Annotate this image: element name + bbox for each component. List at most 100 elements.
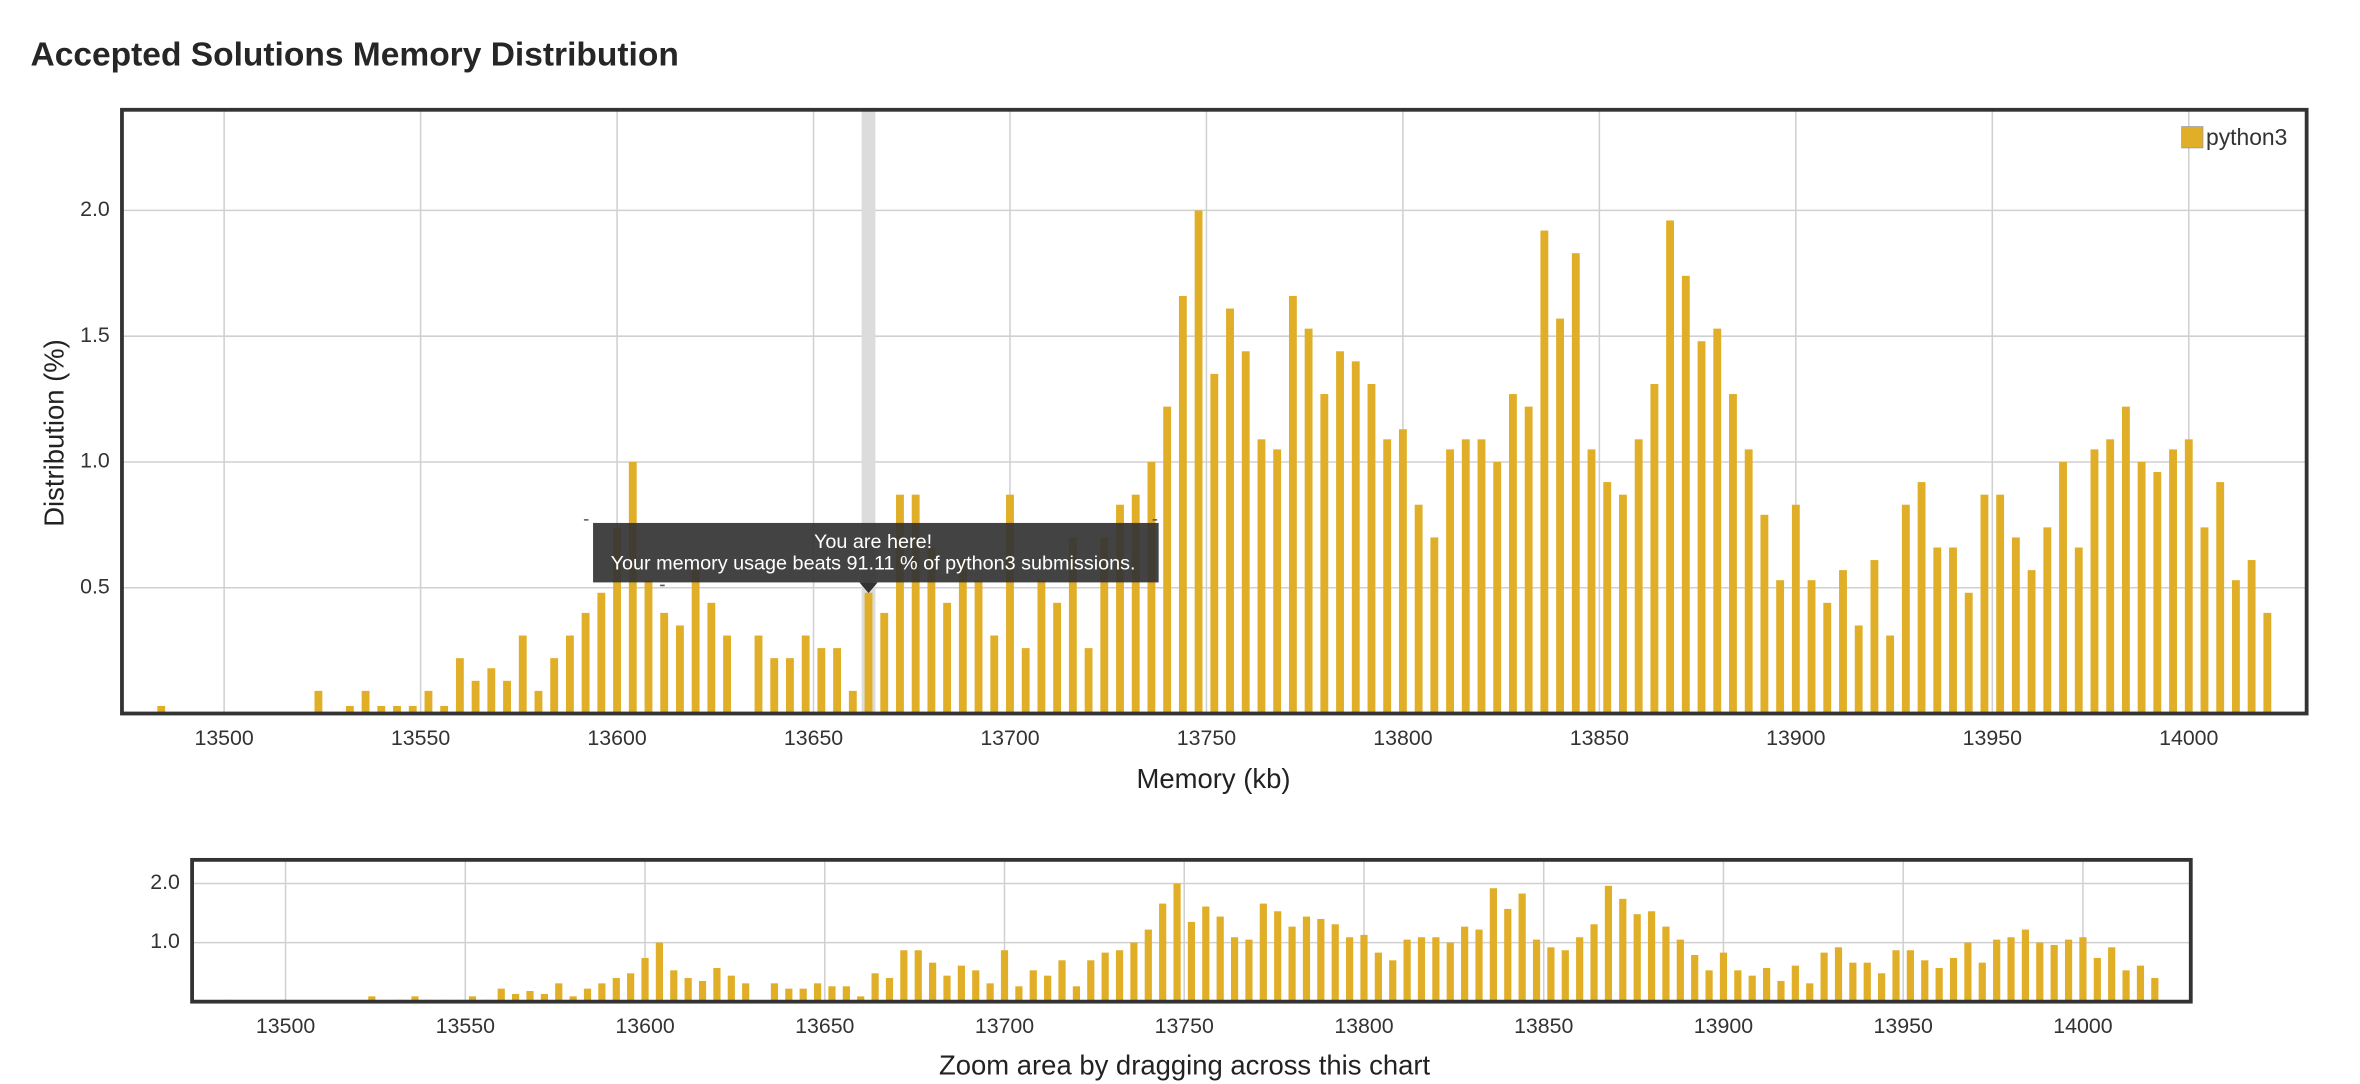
bar	[1015, 986, 1023, 1002]
bar	[1762, 967, 1771, 1002]
bar	[1116, 504, 1124, 714]
bar	[1489, 888, 1497, 1002]
bar	[1087, 960, 1095, 1002]
bar	[1921, 960, 1929, 1002]
bar	[2093, 957, 2101, 1002]
bar	[1917, 482, 1926, 714]
bar	[885, 978, 894, 1002]
bar	[1524, 406, 1533, 714]
bar	[424, 690, 433, 714]
x-tick-label: 13500	[256, 1014, 315, 1038]
bar	[770, 983, 779, 1002]
bar	[1650, 383, 1659, 714]
bar	[1072, 986, 1080, 1002]
bar	[896, 494, 904, 714]
bar	[408, 705, 417, 714]
x-tick-label: 13700	[975, 1014, 1034, 1038]
bar	[880, 612, 889, 714]
bar	[655, 942, 664, 1002]
bar	[1561, 950, 1569, 1002]
bar	[1398, 429, 1407, 714]
x-axis-label: Memory (kb)	[1137, 763, 1291, 794]
bar	[675, 625, 684, 714]
bar	[986, 983, 994, 1002]
bar	[2247, 560, 2256, 714]
bar	[1540, 230, 1549, 714]
bar	[1748, 975, 1756, 1002]
bar	[1556, 318, 1565, 714]
x-tick-label: 13550	[436, 1014, 495, 1038]
bar	[1417, 937, 1426, 1002]
tooltip: You are here!Your memory usage beats 91.…	[583, 519, 1161, 594]
y-axis-label: Distribution (%)	[39, 339, 70, 527]
bar	[644, 580, 653, 714]
bar	[1100, 537, 1109, 714]
bar	[393, 705, 401, 714]
bar	[583, 988, 592, 1002]
navigator-caption[interactable]: Zoom area by dragging across this chart	[939, 1049, 1430, 1080]
bar	[684, 978, 692, 1002]
bar	[1806, 983, 1814, 1002]
bar	[1590, 924, 1598, 1002]
bar	[2027, 570, 2036, 714]
bar	[1634, 439, 1643, 714]
x-tick-label: 13850	[1570, 726, 1629, 750]
bar	[1241, 351, 1250, 714]
bar	[1807, 580, 1816, 714]
bar	[786, 658, 794, 714]
chart-title: Accepted Solutions Memory Distribution	[30, 36, 678, 73]
bar	[1320, 394, 1329, 714]
bar	[1403, 939, 1411, 1002]
bar	[2079, 937, 2087, 1002]
bar	[801, 635, 810, 714]
x-tick-label: 13950	[1963, 726, 2022, 750]
bar	[1053, 602, 1062, 714]
bar	[1273, 449, 1282, 714]
bar	[1006, 494, 1014, 714]
bar	[2050, 944, 2058, 1002]
bar	[1776, 580, 1785, 714]
bar	[727, 975, 735, 1002]
bar	[1178, 295, 1187, 714]
bar	[1245, 939, 1253, 1002]
bar	[1587, 449, 1596, 714]
bar	[1691, 954, 1699, 1002]
bar	[1159, 903, 1167, 1002]
bar	[550, 658, 559, 714]
bar	[943, 975, 951, 1002]
bar	[345, 705, 354, 714]
bar	[911, 494, 920, 714]
bar	[1257, 439, 1266, 714]
tooltip-arrow	[859, 582, 878, 594]
bar	[842, 986, 850, 1002]
legend-label: python3	[2206, 124, 2287, 150]
bar	[2064, 939, 2073, 1002]
bar	[1000, 950, 1009, 1002]
bar	[1346, 937, 1354, 1002]
y-tick-label: 0.5	[80, 574, 110, 598]
bar	[455, 658, 464, 714]
x-tick-label: 13750	[1177, 726, 1236, 750]
bar	[377, 705, 386, 714]
bar	[540, 993, 548, 1002]
bar	[1131, 494, 1140, 714]
bar	[1791, 965, 1799, 1002]
bar	[468, 996, 477, 1002]
bar	[1604, 885, 1613, 1002]
bar	[2074, 547, 2083, 714]
bar	[713, 967, 721, 1002]
bar	[1259, 903, 1267, 1002]
bar	[1115, 950, 1124, 1002]
bar	[368, 996, 376, 1002]
bar	[1647, 911, 1656, 1002]
bar	[1906, 950, 1914, 1002]
bar	[1493, 461, 1502, 714]
bar	[927, 547, 936, 714]
bar	[770, 658, 779, 714]
bar	[1662, 926, 1670, 1002]
bar	[828, 986, 836, 1002]
bar	[1666, 220, 1675, 714]
y-tick-label: 2.0	[150, 870, 180, 894]
bar	[1734, 970, 1742, 1002]
bar	[534, 690, 543, 714]
